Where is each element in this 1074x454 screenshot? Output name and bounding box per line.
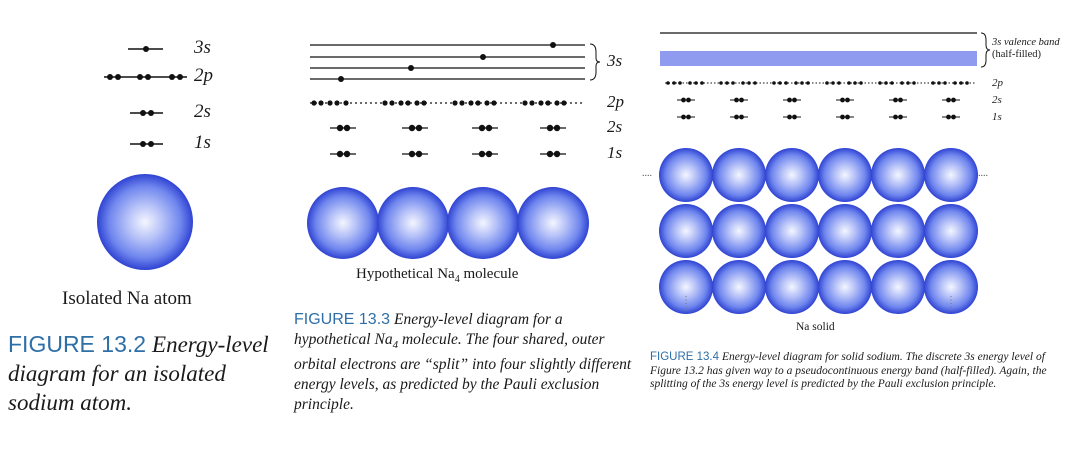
sodium-atom-sphere bbox=[765, 148, 819, 202]
level-2p-row bbox=[310, 100, 585, 106]
sodium-atom-sphere bbox=[818, 260, 872, 314]
sodium-atom-sphere bbox=[924, 260, 978, 314]
band-bracket bbox=[980, 32, 991, 68]
molecule-diagram bbox=[307, 42, 601, 259]
solid-label: Na solid bbox=[796, 321, 835, 333]
molecule-spheres bbox=[307, 187, 589, 259]
figure-13-2-caption: FIGURE 13.2 Energy-level diagram for an i… bbox=[8, 330, 288, 417]
figure-13-3-panel: 3s 2p 2s 1s Hypothetical Na4 molecule FI… bbox=[290, 0, 640, 454]
bracket-3s bbox=[589, 43, 601, 81]
sodium-atom-sphere bbox=[659, 260, 713, 314]
ellipsis-left: .... bbox=[642, 168, 652, 179]
figure-number: FIGURE 13.4 bbox=[650, 351, 720, 363]
valence-band bbox=[660, 51, 977, 66]
caption-text-1: Energy-level diagram for a hypothetical … bbox=[294, 311, 563, 348]
sodium-atom-sphere bbox=[765, 204, 819, 258]
level-label-2p: 2p bbox=[992, 77, 1003, 89]
figure-13-4-panel: .... .... 3s valence band (half-filled) 2… bbox=[640, 0, 1074, 454]
solid-lattice bbox=[659, 148, 978, 314]
level-label-2s: 2s bbox=[992, 94, 1002, 106]
figure-13-4-caption: FIGURE 13.4 Energy-level diagram for soli… bbox=[650, 351, 1070, 392]
molecule-label: Hypothetical Na4 molecule bbox=[356, 266, 518, 285]
split-3s-levels bbox=[310, 42, 585, 82]
caption-subscript: 4 bbox=[392, 339, 399, 352]
level-2p-row bbox=[665, 81, 975, 85]
molecule-label-suffix: molecule bbox=[459, 266, 519, 282]
atom-label: Isolated Na atom bbox=[62, 288, 192, 309]
figure-number: FIGURE 13.2 bbox=[8, 331, 147, 357]
level-label-1s: 1s bbox=[992, 111, 1002, 123]
caption-text: Energy-level diagram for solid sodium. T… bbox=[650, 351, 1047, 390]
figure-number: FIGURE 13.3 bbox=[294, 311, 391, 328]
band-label: 3s valence band (half-filled) bbox=[992, 37, 1060, 61]
level-label-1s: 1s bbox=[607, 143, 623, 162]
molecule-label-text: Hypothetical Na bbox=[356, 266, 455, 282]
level-2s-line bbox=[130, 110, 163, 116]
level-3s-line bbox=[128, 46, 163, 52]
level-1s-line bbox=[130, 141, 163, 147]
figure-13-2-panel: 3s 2p 2s 1s Isolated Na atom FIGURE 13.2… bbox=[0, 0, 290, 454]
caption-text: Energy-level diagram for an isolated sod… bbox=[8, 332, 269, 415]
level-label-1s: 1s bbox=[194, 132, 211, 153]
sodium-atom-sphere bbox=[924, 204, 978, 258]
sodium-atom-sphere bbox=[871, 148, 925, 202]
sodium-atom-sphere bbox=[712, 204, 766, 258]
band-label-line-1: 3s valence band bbox=[992, 37, 1060, 48]
sodium-atom-sphere bbox=[97, 174, 193, 270]
level-label-2p: 2p bbox=[194, 65, 213, 86]
ellipsis-bottom bbox=[685, 296, 952, 312]
sodium-atom-sphere bbox=[765, 260, 819, 314]
level-1s-row bbox=[677, 114, 960, 120]
figure-13-3-caption: FIGURE 13.3 Energy-level diagram for a hy… bbox=[294, 310, 639, 415]
isolated-atom-diagram bbox=[97, 46, 193, 270]
sodium-atom-sphere bbox=[818, 148, 872, 202]
band-label-line-2: (half-filled) bbox=[992, 49, 1041, 60]
level-1s-row bbox=[330, 150, 566, 158]
level-label-2p: 2p bbox=[607, 92, 624, 111]
sodium-atom-sphere bbox=[659, 204, 713, 258]
sodium-atom-sphere bbox=[712, 260, 766, 314]
sodium-atom-sphere bbox=[659, 148, 713, 202]
sodium-atom-sphere bbox=[871, 260, 925, 314]
level-label-3s: 3s bbox=[607, 51, 623, 70]
level-label-2s: 2s bbox=[194, 101, 211, 122]
molecule-label-subscript: 4 bbox=[454, 274, 460, 285]
sodium-atom-sphere bbox=[871, 204, 925, 258]
level-2s-row bbox=[330, 124, 566, 132]
sodium-atom-sphere bbox=[924, 148, 978, 202]
level-label-2s: 2s bbox=[607, 117, 623, 136]
level-label-3s: 3s bbox=[194, 37, 211, 58]
solid-diagram: .... .... bbox=[642, 32, 991, 314]
level-2p-line bbox=[104, 74, 187, 80]
caption-text-2: molecule. The four shared, outer orbital… bbox=[294, 331, 632, 414]
sodium-atom-sphere bbox=[818, 204, 872, 258]
level-2s-row bbox=[677, 97, 960, 103]
ellipsis-right: .... bbox=[978, 168, 988, 179]
sodium-atom-sphere bbox=[712, 148, 766, 202]
